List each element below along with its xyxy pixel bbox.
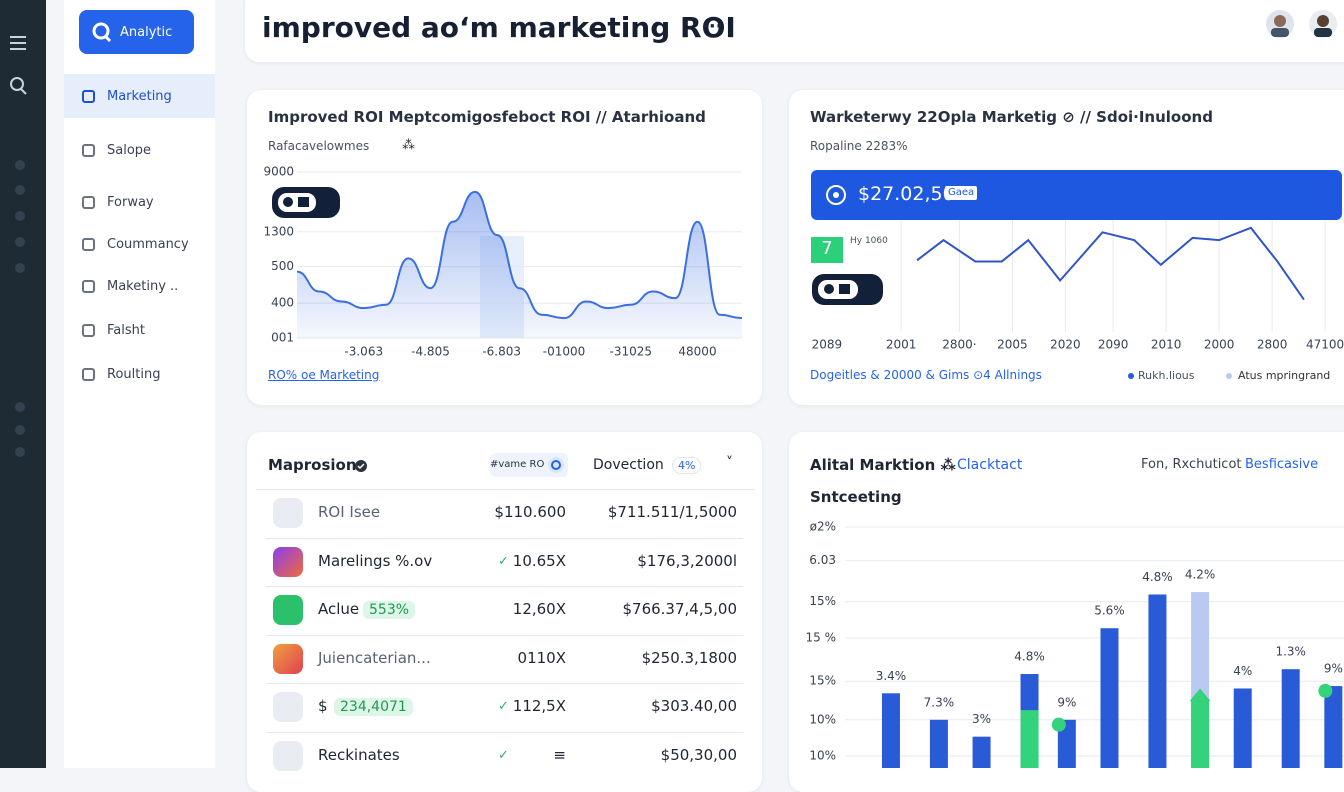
row-badge: 234,4071: [334, 698, 413, 717]
title-menu[interactable]: ···: [702, 16, 723, 37]
row-name[interactable]: $: [318, 697, 328, 716]
row-value: $110.600: [494, 503, 566, 521]
row-icon: [273, 595, 303, 626]
row-icon: [273, 741, 303, 771]
legend-label: Rukh.lious: [1138, 369, 1195, 382]
header: [245, 0, 1344, 62]
sidebar-icon: [82, 324, 95, 337]
sidebar-item[interactable]: Maketiny ..: [107, 279, 179, 294]
rail: [0, 0, 46, 768]
row-amount: $50,30,00: [660, 746, 737, 764]
brand-icon: [92, 22, 112, 43]
sidebar-item[interactable]: Falsht: [107, 323, 145, 338]
sort-label[interactable]: Dovection: [593, 457, 664, 473]
sidebar-icon: [82, 196, 95, 209]
bar-card: [789, 432, 1344, 792]
banner: $27.02,50 Gaea: [811, 170, 1342, 220]
footer-link[interactable]: Dogeitles & 20000 & Gims ⊙4 Allnings: [810, 368, 1042, 382]
row-value: 12,60X: [512, 600, 566, 619]
row-name[interactable]: Marelings %.ov: [318, 551, 433, 570]
page-title: improved aoʻm marketing ROI: [262, 11, 736, 44]
row-badge: 553%: [363, 601, 416, 620]
trend-card: [789, 90, 1344, 405]
row-name[interactable]: Aclue: [318, 600, 360, 619]
brand-button[interactable]: Analytic: [79, 10, 194, 54]
row-icon: [273, 546, 303, 577]
row-divider: [266, 537, 743, 539]
card-subtitle: Rafacavelowmes: [268, 139, 370, 153]
row-icon: [273, 643, 303, 674]
sidebar-icon: [82, 90, 95, 103]
row-name[interactable]: ROI Isee: [318, 503, 381, 521]
row-amount: $303.40,00: [651, 697, 737, 716]
row-divider: [266, 683, 743, 685]
brand-label: Analytic: [120, 25, 173, 40]
card-link[interactable]: RO% oe Marketing: [268, 368, 380, 382]
row-check: ✓: [498, 748, 509, 763]
row-amount: $176,3,2000l: [637, 551, 737, 570]
sidebar: [64, 0, 215, 768]
sidebar-item[interactable]: Roulting: [107, 367, 161, 382]
badge: 7: [811, 237, 843, 263]
badge-note: Hy 1060: [850, 236, 888, 246]
card-subtitle: Sntceeting: [810, 488, 902, 506]
sidebar-icon: [82, 144, 95, 157]
legend-dots: [1128, 373, 1232, 379]
row-value: ≡: [553, 746, 566, 764]
banner-icon: [826, 185, 846, 205]
sidebar-item[interactable]: Marketing: [107, 89, 172, 104]
card-title: Maprosion: [268, 456, 357, 474]
card-title: Warketerwy 22Opla Marketig ⊘ // Sdoi·Inu…: [810, 108, 1213, 126]
row-name[interactable]: Juiencaterian...: [318, 648, 431, 667]
title-icon: [355, 460, 367, 472]
filter-label: #vame RO: [490, 459, 545, 470]
card-subtitle: Ropaline 2283%: [810, 139, 908, 153]
row-divider: [266, 634, 743, 636]
sidebar-icon: [82, 280, 95, 293]
rail-icons: [10, 36, 27, 457]
row-icon: [273, 498, 303, 528]
filter-icon: [548, 457, 564, 473]
row-check: ✓: [498, 699, 509, 715]
legend-label: Atus mpringrand: [1238, 369, 1331, 382]
row-value: 0110X: [517, 648, 566, 667]
sort-chevron[interactable]: ˅: [726, 455, 733, 471]
row-divider: [256, 489, 754, 490]
sidebar-icon: [82, 238, 95, 251]
sidebar-active: [64, 74, 215, 118]
row-amount: $250.3,1800: [641, 648, 737, 667]
sidebar-icon: [82, 368, 95, 381]
sidebar-item[interactable]: Salope: [107, 143, 152, 158]
row-divider: [266, 732, 743, 733]
sidebar-item[interactable]: Coummancy: [107, 237, 189, 252]
sidebar-item[interactable]: Forway: [107, 195, 154, 210]
row-divider: [266, 586, 743, 588]
right-link[interactable]: Besficasive: [1245, 457, 1319, 472]
row-check: ✓: [498, 553, 509, 569]
row-name[interactable]: Reckinates: [318, 746, 400, 764]
right-label: Fon, Rxchuticot: [1141, 457, 1242, 472]
row-value: 10.65X: [512, 551, 566, 570]
card-mark: ⁂: [402, 138, 415, 153]
roi-card: [247, 90, 762, 405]
row-icon: [273, 692, 303, 723]
card-link[interactable]: Clacktact: [957, 457, 1023, 473]
row-amount: $766.37,4,5,00: [622, 600, 737, 619]
banner-tag: Gaea: [945, 186, 978, 200]
banner-value: $27.02,50: [858, 183, 955, 205]
card-title: Improved ROI Meptcomigosfeboct ROI // At…: [268, 108, 706, 126]
row-amount: $711.511/1,5000: [607, 503, 737, 521]
row-value: 112,5X: [512, 697, 566, 716]
avatars: [1264, 8, 1339, 40]
sort-badge: 4%: [672, 457, 702, 474]
card-title: Alital Marktion ⁂: [810, 456, 956, 474]
